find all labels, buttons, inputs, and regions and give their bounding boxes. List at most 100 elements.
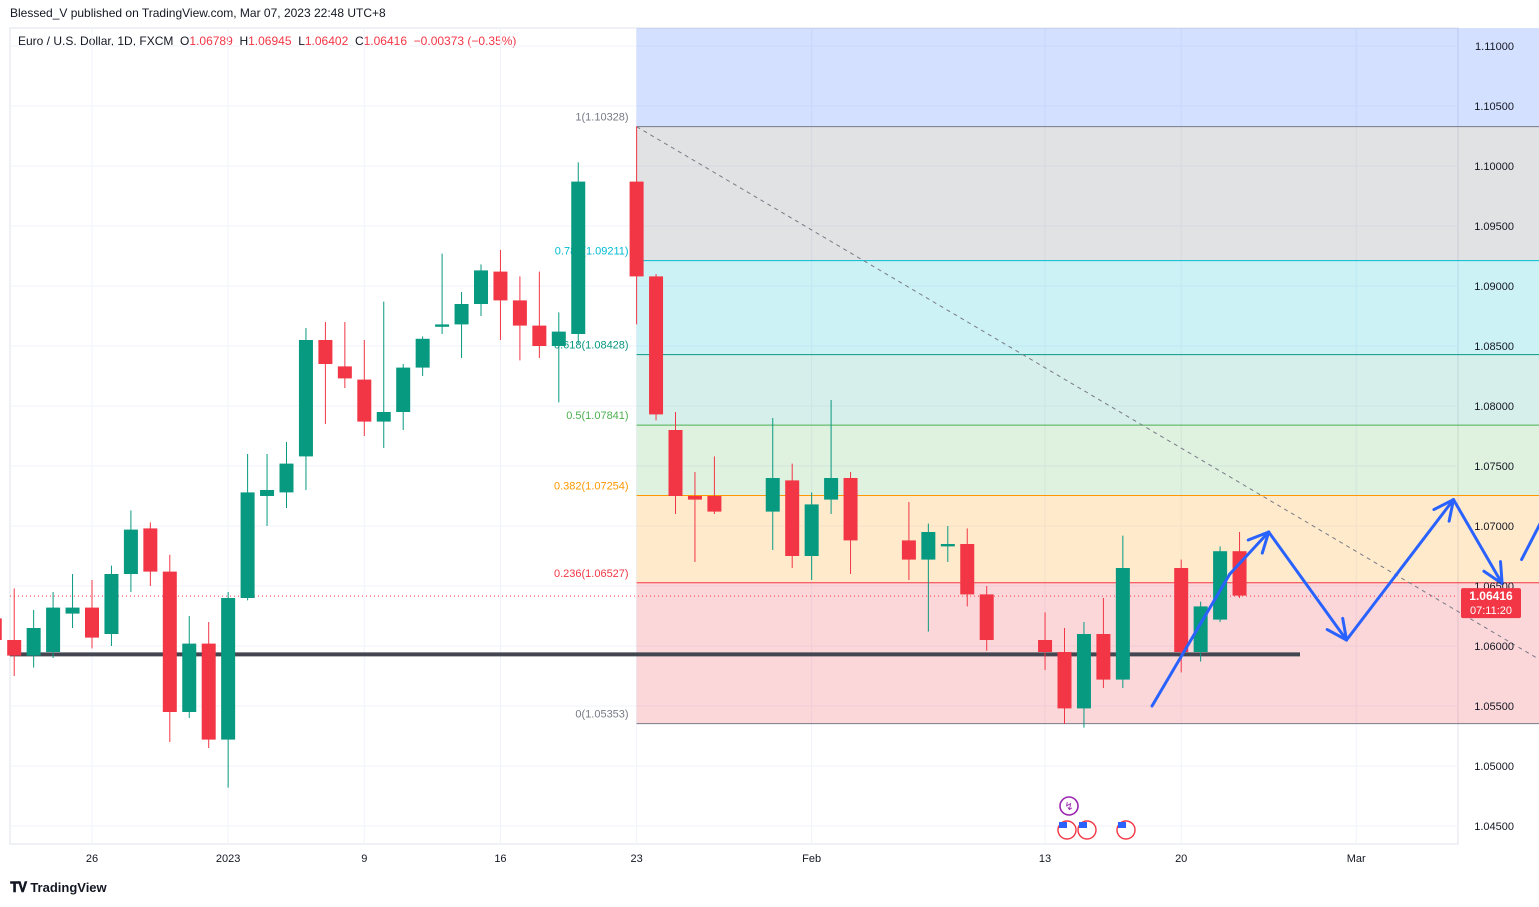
fib-zone <box>636 354 1539 426</box>
candle-body <box>201 643 216 740</box>
candle-body <box>785 480 800 556</box>
candle-body <box>318 340 333 364</box>
time-axis[interactable]: 26202391623Feb1320Mar132027Apr <box>86 853 1539 865</box>
candle-body <box>921 532 936 560</box>
earnings-flash-icon[interactable] <box>1059 796 1079 816</box>
symbol-legend: Euro / U.S. Dollar, 1D, FXCM O1.06789 H1… <box>18 34 516 48</box>
fib-level-label: 0(1.05353) <box>575 709 628 721</box>
candle-body <box>901 540 916 560</box>
us-flag-canton <box>1079 822 1087 828</box>
candle-body <box>221 598 236 740</box>
projection-segment[interactable] <box>1520 428 1539 562</box>
fib-level-label: 0.5(1.07841) <box>566 410 628 422</box>
candle-body <box>843 478 858 541</box>
fib-level-label: 0.618(1.08428) <box>554 340 629 352</box>
fib-zone <box>636 260 1539 355</box>
candle-body <box>357 379 372 422</box>
time-tick-label: 13 <box>1039 853 1051 865</box>
tradingview-footer[interactable]: 𝐓𝐕 TradingView <box>10 879 107 896</box>
candle-body <box>940 544 955 547</box>
low-label: L <box>298 34 305 48</box>
candle-body <box>1174 568 1189 652</box>
price-tick-label: 1.06000 <box>1474 641 1514 653</box>
candle-body <box>1115 568 1130 680</box>
candlestick-series <box>0 126 1247 788</box>
price-tick-label: 1.11000 <box>1475 41 1514 53</box>
candle-body <box>474 270 488 304</box>
candle-body <box>649 276 664 415</box>
price-tick-label: 1.10000 <box>1474 161 1514 173</box>
time-tick-label: Feb <box>802 853 821 865</box>
candle-body <box>337 366 352 379</box>
price-tick-label: 1.09000 <box>1474 281 1514 293</box>
candle-body <box>960 544 975 595</box>
fib-trend-line[interactable] <box>636 126 1539 724</box>
candle-body <box>298 340 313 457</box>
candle-body <box>104 574 119 634</box>
high-label: H <box>239 34 249 48</box>
time-tick-label: 20 <box>1175 853 1187 865</box>
projection-segment[interactable] <box>1267 530 1349 642</box>
candle-body <box>0 618 2 640</box>
earnings-flash-glyph: ↯ <box>1064 800 1073 813</box>
candle-body <box>629 181 644 277</box>
projection-segment[interactable] <box>1150 572 1232 708</box>
time-tick-label: 26 <box>86 853 98 865</box>
candle-body <box>454 304 469 325</box>
candle-body <box>824 478 839 500</box>
time-tick-label: 16 <box>494 853 506 865</box>
fib-retracement[interactable]: 1(1.10328) 0.786(1.09211) 0.618(1.08428) 0.… <box>554 28 1539 725</box>
candle-body <box>396 367 411 412</box>
low-value: 1.06402 <box>304 34 349 48</box>
high-value: 1.06945 <box>248 34 292 48</box>
fib-top-zone <box>636 28 1539 127</box>
arrow-head <box>1325 616 1349 642</box>
price-tick-label: 1.07000 <box>1474 521 1514 533</box>
candle-body <box>7 640 22 656</box>
candle-body <box>804 504 819 556</box>
candle-body <box>260 490 275 496</box>
candle-body <box>415 338 430 368</box>
price-tick-label: 1.07500 <box>1474 461 1514 473</box>
time-tick-label: Mar <box>1347 853 1366 865</box>
candle-body <box>162 571 177 712</box>
us-flag-canton <box>1118 822 1126 828</box>
open-value: 1.06789 <box>189 34 233 48</box>
candle-body <box>668 430 683 496</box>
us-flag-canton <box>1059 822 1067 828</box>
tradingview-logo-icon: 𝐓𝐕 <box>10 879 27 895</box>
candle-body <box>123 529 138 574</box>
price-tick-label: 1.10500 <box>1474 101 1514 113</box>
candle-body <box>279 463 294 493</box>
price-tick-label: 1.09500 <box>1474 221 1514 233</box>
chart-pane-border <box>9 27 1459 845</box>
projection-segment[interactable] <box>1228 530 1271 576</box>
candle-body <box>435 324 450 327</box>
candle-body <box>687 496 702 500</box>
current-price-badge[interactable] <box>1461 588 1521 619</box>
tradingview-logo-text: TradingView <box>30 880 107 895</box>
close-value: 1.06416 <box>363 34 407 48</box>
symbol-name: Euro / U.S. Dollar, 1D, FXCM <box>18 34 174 48</box>
time-tick-label: 23 <box>630 853 642 865</box>
candle-body <box>551 331 566 346</box>
price-axis[interactable]: 1.11000 1.10500 1.10000 1.09500 1.09000 1.085… <box>1461 41 1521 833</box>
projection-path[interactable] <box>1150 428 1539 708</box>
price-tick-label: 1.05000 <box>1474 761 1514 773</box>
candle-body <box>493 271 508 301</box>
current-price-label: 1.06416 <box>1469 589 1513 603</box>
candle-body <box>46 607 61 652</box>
close-label: C <box>354 34 364 48</box>
candle-body <box>979 594 994 640</box>
event-markers[interactable]: ↯ <box>1057 796 1136 840</box>
change-value: −0.00373 (−0.35%) <box>413 34 517 48</box>
candle-body <box>1096 634 1111 680</box>
candle-body <box>85 607 99 638</box>
candle-body <box>571 181 586 334</box>
candle-body <box>532 325 547 346</box>
projection-segment[interactable] <box>1452 498 1504 586</box>
projection-segment[interactable] <box>1345 498 1455 642</box>
candle-body <box>1213 551 1228 620</box>
candle-body <box>65 607 80 614</box>
